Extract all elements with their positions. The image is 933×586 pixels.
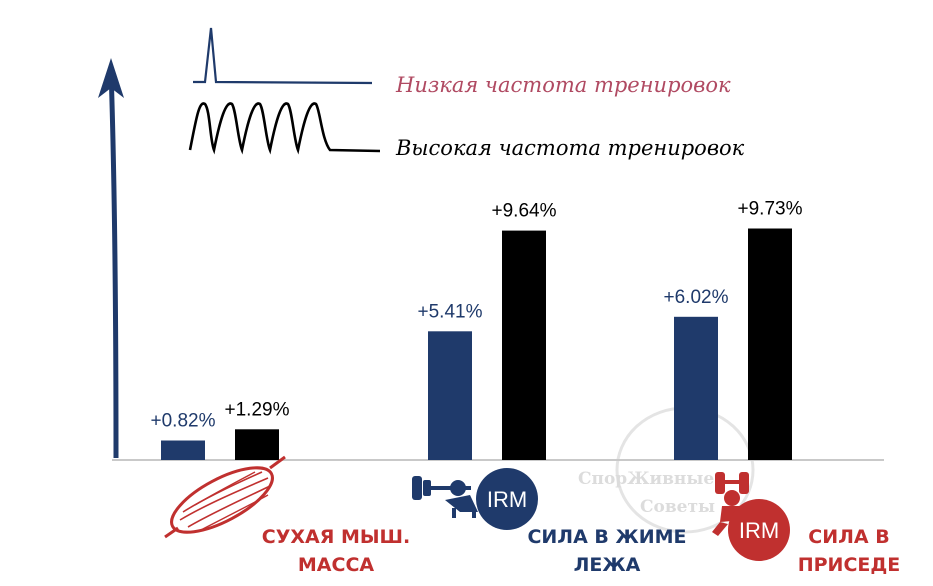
y-axis (98, 58, 124, 459)
irm-badge-squat: IRM (728, 499, 790, 561)
bar-s1-c2 (748, 228, 792, 460)
bar-s1-c1 (502, 230, 546, 460)
bar-s0-c2 (674, 316, 718, 460)
value-labels-layer: +0.82% +5.41% +6.02% +1.29% +9.64% +9.73% (151, 199, 803, 432)
bench-press-icon (412, 476, 478, 518)
legend: Низкая частота тренировок Высокая частот… (188, 27, 745, 160)
y-axis-line (108, 69, 119, 459)
value-label-s0-c1: +5.41% (418, 301, 483, 322)
irm-badge-squat-label: IRM (739, 518, 779, 543)
legend-high-label: Высокая частота тренировок (395, 136, 745, 160)
bar-s1-c0 (235, 429, 279, 460)
irm-badge-bench: IRM (476, 468, 538, 530)
value-label-s0-c0: +0.82% (151, 411, 216, 432)
category-label-2: СИЛА В ПРИСЕДЕ (798, 526, 901, 576)
category-label-1-line1: СИЛА В ЖИМЕ (527, 526, 686, 548)
watermark-line2: Советы (640, 497, 715, 517)
category-label-0: СУХАЯ МЫШ. МАССА (262, 526, 410, 576)
category-label-1: СИЛА В ЖИМЕ ЛЕЖА (527, 526, 686, 576)
irm-badge-bench-label: IRM (487, 487, 527, 512)
value-label-s1-c0: +1.29% (225, 399, 290, 420)
bar-s0-c1 (428, 331, 472, 460)
value-label-s0-c2: +6.02% (664, 287, 729, 308)
bar-s0-c0 (161, 440, 205, 460)
category-label-0-line2: МАССА (298, 554, 374, 576)
value-label-s1-c1: +9.64% (492, 201, 557, 222)
value-label-s1-c2: +9.73% (738, 199, 803, 220)
category-label-1-line2: ЛЕЖА (574, 554, 641, 576)
watermark-line1: СпорЖивные (578, 469, 714, 489)
legend-high-waves-icon (188, 102, 381, 155)
legend-low-label: Низкая частота тренировок (395, 73, 731, 97)
category-label-2-line1: СИЛА В (808, 526, 889, 548)
category-label-2-line2: ПРИСЕДЕ (798, 554, 901, 576)
bars-layer (161, 228, 792, 460)
y-axis-arrow-icon (98, 58, 124, 98)
category-label-0-line1: СУХАЯ МЫШ. (262, 526, 410, 548)
legend-low-spike-icon (193, 27, 373, 85)
muscle-icon (164, 455, 286, 539)
